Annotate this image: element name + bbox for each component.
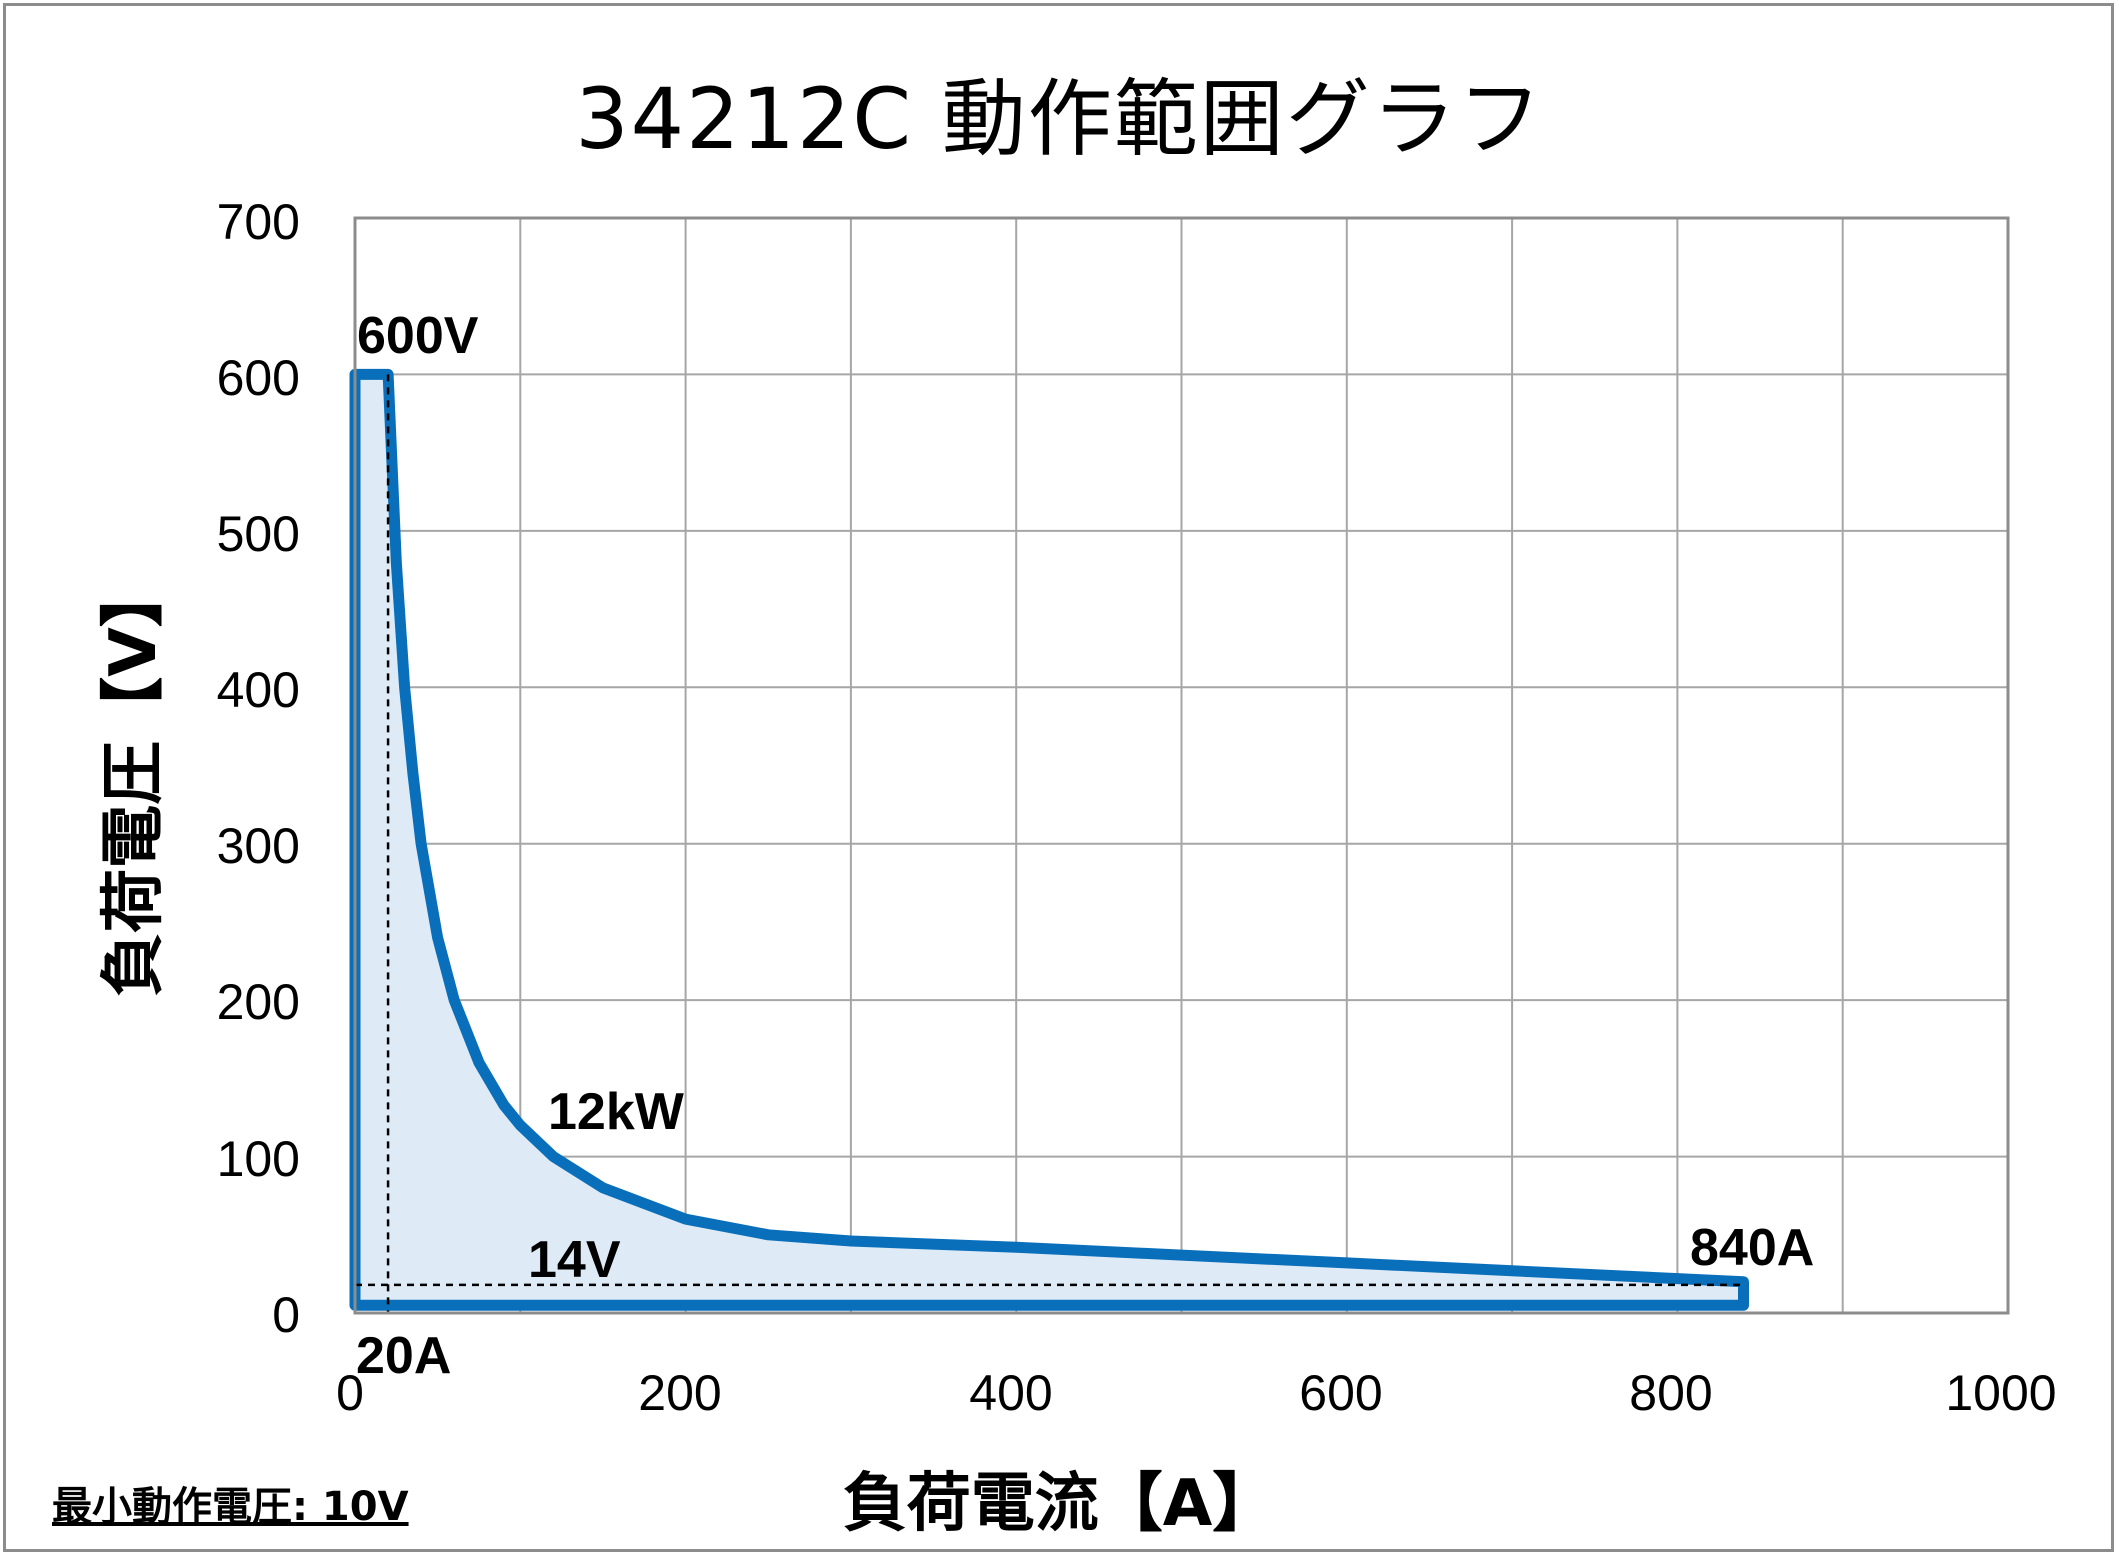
annotation-20a: 20A bbox=[356, 1327, 452, 1385]
x-tick-label: 1000 bbox=[1945, 1365, 2057, 1421]
y-axis-label: 負荷電圧【V】 bbox=[97, 563, 171, 997]
plot-border bbox=[353, 216, 2010, 1315]
y-tick-label: 700 bbox=[216, 194, 300, 250]
x-tick-label: 0 bbox=[336, 1365, 364, 1421]
y-tick-label: 300 bbox=[216, 818, 300, 874]
operating-boundary-line bbox=[349, 368, 1749, 1311]
y-tick-label: 100 bbox=[216, 1131, 300, 1187]
y-tick-label: 400 bbox=[216, 662, 300, 718]
y-tick-label: 0 bbox=[272, 1287, 300, 1343]
annotation-600v: 600V bbox=[357, 307, 479, 365]
chart-frame bbox=[3, 3, 2114, 1552]
annotation-840a: 840A bbox=[1690, 1219, 1815, 1277]
x-tick-label: 800 bbox=[1629, 1365, 1713, 1421]
x-axis-label: 負荷電流【A】 bbox=[842, 1467, 1277, 1541]
y-tick-label: 600 bbox=[216, 350, 300, 406]
x-tick-label: 200 bbox=[638, 1365, 722, 1421]
y-tick-label: 200 bbox=[216, 974, 300, 1030]
y-tick-label: 500 bbox=[216, 506, 300, 562]
chart-title: 34212C 動作範囲グラフ bbox=[575, 70, 1544, 168]
x-tick-label: 600 bbox=[1299, 1365, 1383, 1421]
x-tick-label: 400 bbox=[969, 1365, 1053, 1421]
footnote-min-voltage: 最小動作電圧: 10V bbox=[52, 1484, 409, 1530]
annotation-14v: 14V bbox=[528, 1231, 621, 1289]
annotation-12kw: 12kW bbox=[548, 1083, 684, 1141]
operating-area-fill bbox=[355, 374, 1744, 1306]
